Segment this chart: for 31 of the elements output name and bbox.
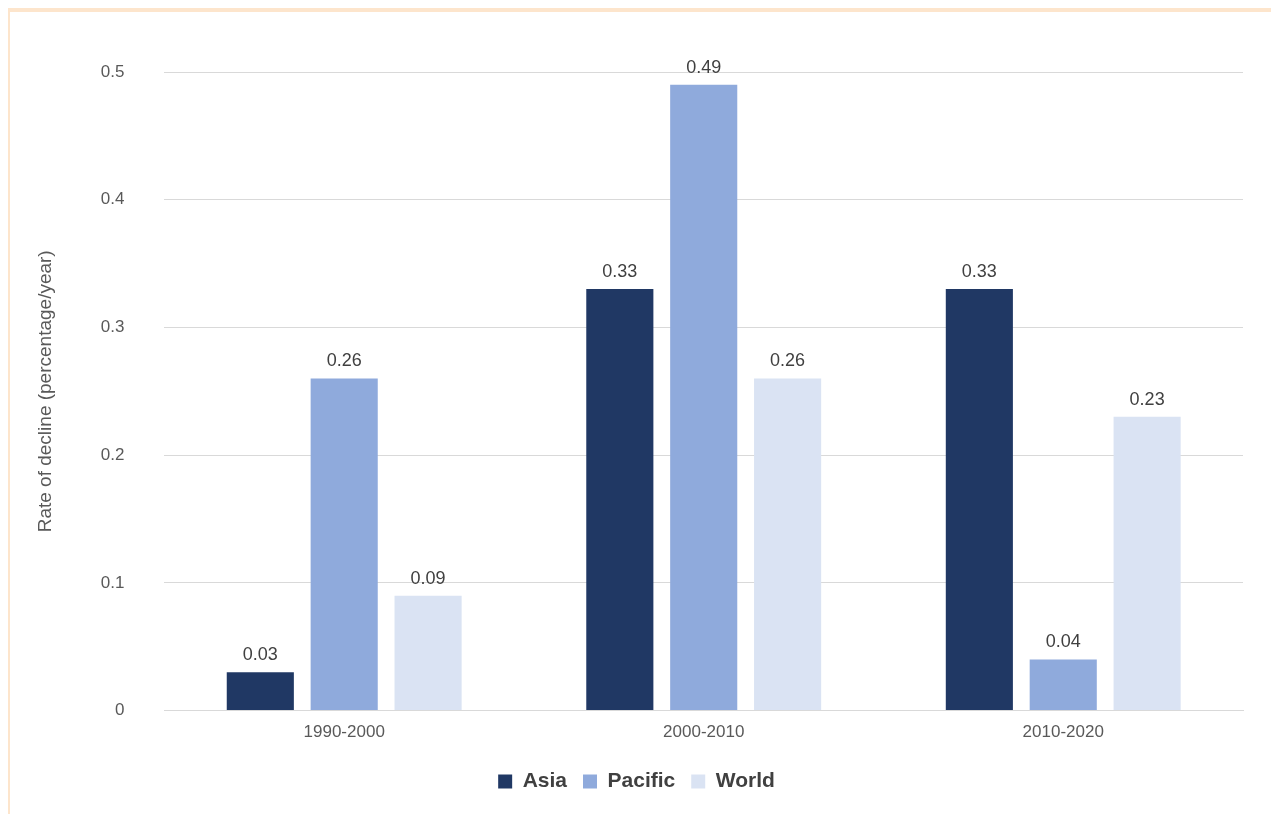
data-label: 0.09 <box>410 567 446 588</box>
data-label: 0.49 <box>686 56 722 77</box>
y-axis-title: Rate of decline (percentage/year) <box>33 250 55 533</box>
data-label: 0.26 <box>770 350 806 371</box>
data-label: 0.23 <box>1129 388 1165 409</box>
bar <box>670 84 738 711</box>
data-label: 0.33 <box>961 261 997 282</box>
legend-label: Asia <box>522 768 568 792</box>
x-tick-label: 2000-2010 <box>663 722 745 742</box>
data-label: 0.33 <box>602 261 638 282</box>
bar <box>1029 659 1097 711</box>
data-label: 0.03 <box>242 644 278 665</box>
y-tick-label: 0.5 <box>100 61 125 81</box>
y-tick-label: 0.1 <box>100 572 125 592</box>
x-tick-label: 1990-2000 <box>303 722 385 742</box>
y-tick-label: 0.4 <box>100 189 125 209</box>
y-tick-label: 0 <box>114 700 125 720</box>
data-label: 0.04 <box>1045 631 1081 652</box>
legend-label: Pacific <box>607 768 676 792</box>
bar <box>754 378 822 711</box>
bar <box>945 289 1013 711</box>
legend-label: World <box>715 768 775 792</box>
data-label: 0.26 <box>326 350 362 371</box>
bar <box>1113 416 1181 711</box>
bar <box>586 289 654 711</box>
x-tick-label: 2010-2020 <box>1022 722 1104 742</box>
bar <box>226 672 294 711</box>
bar <box>310 378 378 711</box>
bar <box>394 595 462 711</box>
y-tick-label: 0.3 <box>100 317 125 337</box>
y-tick-label: 0.2 <box>100 444 125 464</box>
